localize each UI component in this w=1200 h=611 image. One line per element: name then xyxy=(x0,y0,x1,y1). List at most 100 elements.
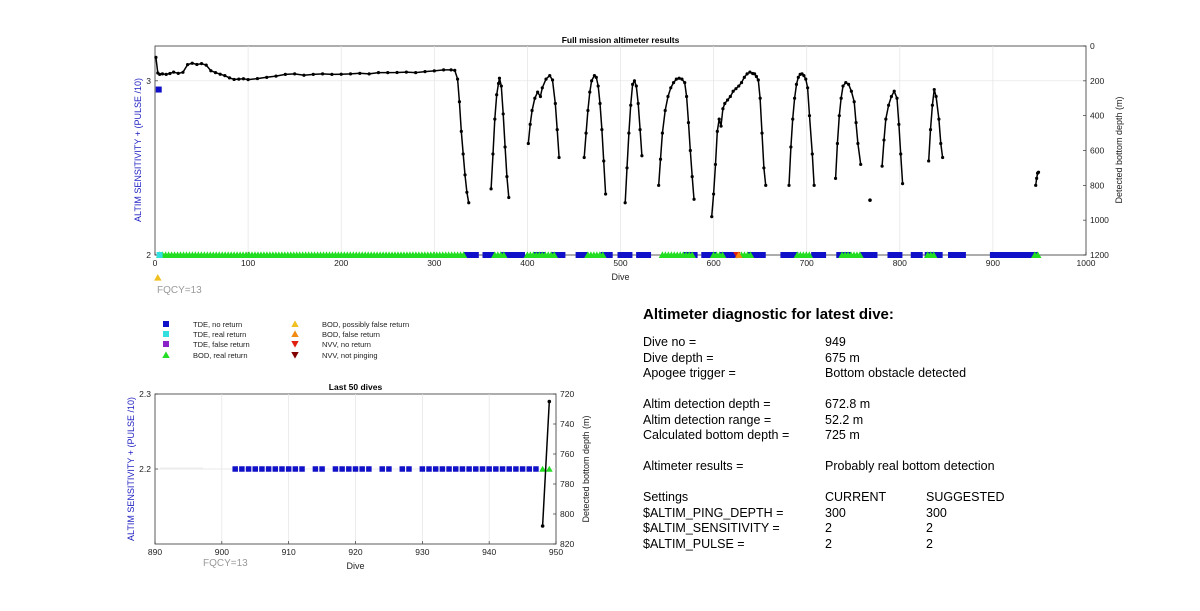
top-depth-point xyxy=(754,74,759,79)
top-depth-point xyxy=(663,108,667,113)
top-depth-point xyxy=(715,129,719,133)
bot-marker-tde-no-return xyxy=(473,466,479,472)
top-depth-point xyxy=(449,68,453,72)
current-header: CURRENT xyxy=(825,490,887,504)
top-depth-point xyxy=(330,72,334,76)
bot-marker-tde-no-return xyxy=(312,466,319,472)
top-depth-point xyxy=(463,173,467,177)
bot-x-tick-label: 940 xyxy=(482,547,496,557)
top-depth-point xyxy=(461,152,465,156)
top-depth-point xyxy=(939,141,943,146)
top-depth-point xyxy=(731,89,735,93)
bot-marker-tde-no-return xyxy=(259,466,265,472)
top-depth-line xyxy=(624,78,643,203)
top-depth-point xyxy=(557,155,561,160)
top-marker-tde-no-return xyxy=(645,252,652,258)
top-chart-title: Full mission altimeter results xyxy=(562,35,680,45)
top-depth-point xyxy=(190,61,194,65)
top-depth-point xyxy=(158,72,162,76)
legend-marker-tde-real-return xyxy=(163,331,169,337)
top-depth-point xyxy=(1035,176,1039,180)
full-mission-chart: 0 100 200 300 400 500 600 700 800 900 1000 2 3 0 200… xyxy=(133,35,1124,296)
pulse-label: $ALTIM_PULSE = xyxy=(643,536,745,551)
top-depth-point xyxy=(728,94,732,99)
bot-depth-point xyxy=(540,524,545,528)
suggested-header: SUGGESTED xyxy=(926,490,1005,504)
top-marker-bod-real-return xyxy=(500,251,508,258)
bot-marker-tde-no-return xyxy=(232,466,238,472)
top-depth-point xyxy=(160,72,165,76)
top-depth-point xyxy=(837,114,841,118)
top-marker-bod-real-return xyxy=(550,251,558,258)
top-depth-point xyxy=(536,90,540,94)
top-depth-point xyxy=(835,141,840,146)
bot-marker-tde-no-return xyxy=(506,466,512,472)
top-depth-point xyxy=(839,96,843,100)
top-marker-bod-real-return xyxy=(599,251,607,258)
top-y-right-tick-label: 200 xyxy=(1090,76,1104,86)
top-depth-point xyxy=(794,82,799,86)
top-y-right-label: Detected bottom depth (m) xyxy=(1114,96,1124,203)
top-depth-point xyxy=(752,72,757,76)
top-depth-point xyxy=(339,72,343,76)
diagnostic-title: Altimeter diagnostic for latest dive: xyxy=(643,306,894,323)
top-depth-point xyxy=(748,70,752,74)
bot-marker-tde-no-return xyxy=(493,466,499,472)
bot-marker-tde-no-return xyxy=(285,466,292,472)
top-depth-point xyxy=(802,74,806,78)
bot-x-tick-label: 890 xyxy=(148,547,162,557)
top-depth-point xyxy=(856,141,860,146)
top-depth-point xyxy=(246,78,250,82)
top-marker-bod-real-return xyxy=(746,251,755,258)
top-depth-point xyxy=(810,152,814,156)
top-depth-point xyxy=(739,80,744,85)
top-y-left-label: ALTIM SENSITIVITY + (PULSE /10) xyxy=(133,78,143,222)
apogee-row: Apogee trigger = Bottom obstacle detected xyxy=(643,366,1183,382)
bot-y-right-tick-label: 720 xyxy=(560,389,574,399)
top-depth-point xyxy=(442,68,446,72)
top-y-right-tick-label: 800 xyxy=(1090,180,1104,190)
bot-marker-tde-no-return xyxy=(352,466,359,472)
legend-marker-nvv-no-return xyxy=(291,341,299,348)
top-depth-point xyxy=(937,117,941,121)
top-x-tick-label: 1000 xyxy=(1077,258,1096,268)
altimeter-diagnostic-panel: Altimeter diagnostic for latest dive: Di… xyxy=(643,306,1183,552)
top-depth-point xyxy=(927,159,931,163)
ping-depth-suggested: 300 xyxy=(926,505,947,520)
top-depth-point xyxy=(627,131,631,135)
top-y-right-tick-label: 1200 xyxy=(1090,250,1109,260)
top-depth-point xyxy=(900,181,905,186)
top-depth-point xyxy=(686,121,691,125)
top-depth-point xyxy=(604,192,608,196)
top-depth-point xyxy=(311,72,315,76)
top-depth-point xyxy=(584,131,588,135)
bot-marker-tde-no-return xyxy=(332,466,339,472)
legend-marker-bod-possibly-false-return xyxy=(291,320,299,327)
top-depth-point xyxy=(812,183,816,187)
bot-marker-tde-no-return xyxy=(279,466,285,472)
top-depth-point xyxy=(457,100,462,104)
top-depth-point xyxy=(719,124,723,128)
top-marker-tde-no-return xyxy=(820,252,827,258)
top-depth-point xyxy=(760,131,764,135)
top-x-axis-label: Dive xyxy=(611,272,629,282)
top-depth-point xyxy=(758,96,762,100)
top-depth-point xyxy=(690,175,694,179)
top-marker-bod-real-return xyxy=(688,251,696,258)
detection-range-value: 52.2 m xyxy=(825,412,864,427)
top-depth-point xyxy=(880,164,884,168)
top-marker-tde-no-return xyxy=(731,252,738,258)
top-marker-tde-no-return xyxy=(626,252,633,258)
top-depth-point xyxy=(1034,183,1038,187)
top-depth-point xyxy=(725,98,730,102)
top-depth-point xyxy=(164,72,168,76)
apogee-label: Apogee trigger = xyxy=(643,366,736,380)
top-depth-point xyxy=(553,101,557,106)
calculated-depth-value: 725 m xyxy=(825,428,860,442)
dive-no-label: Dive no = xyxy=(643,335,697,349)
top-marker-bod-possibly-false-return xyxy=(154,274,162,281)
top-depth-point xyxy=(671,80,676,85)
detection-depth-value: 672.8 m xyxy=(825,397,871,411)
top-depth-point xyxy=(717,117,721,121)
